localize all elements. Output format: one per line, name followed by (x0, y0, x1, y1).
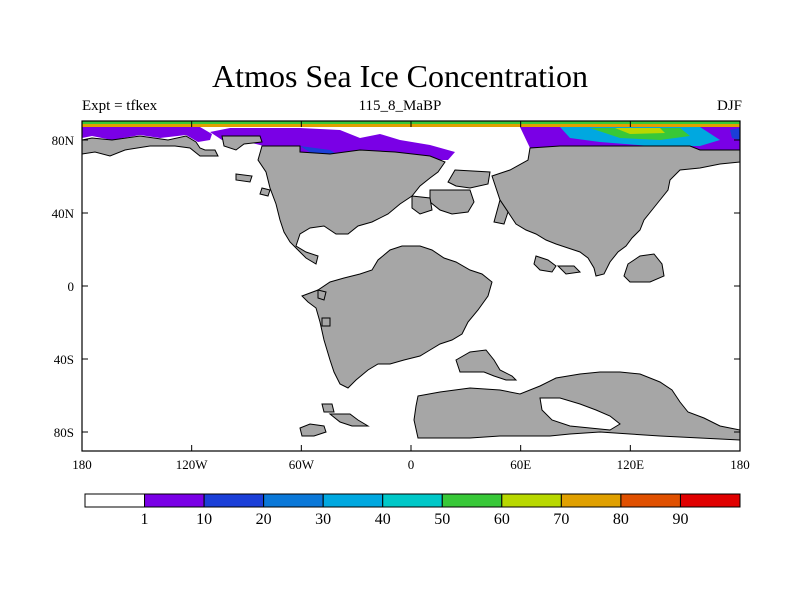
map-title: Atmos Sea Ice Concentration (212, 58, 588, 94)
colorbar-label: 50 (434, 511, 450, 528)
colorbar-swatch (679, 493, 741, 508)
colorbar-label: 10 (196, 511, 212, 528)
x-tick-label: 120E (617, 457, 645, 472)
x-axis: 180 120W 60W 0 60E 120E 180 (72, 121, 750, 472)
caribbean-islands (317, 289, 331, 327)
colorbar-swatch (560, 493, 622, 508)
colorbar-swatch (620, 493, 681, 508)
south-america (301, 245, 493, 389)
europe-main (429, 189, 475, 215)
y-axis: 80N 40N 0 40S 80S (52, 133, 740, 440)
colorbar: 1 10 20 30 40 50 60 70 80 90 (84, 493, 741, 528)
x-tick-label: 60E (510, 457, 531, 472)
y-tick-label: 80N (52, 133, 75, 148)
colorbar-label: 30 (315, 511, 331, 528)
india-subcontinent (533, 255, 582, 275)
y-tick-label: 40S (54, 352, 74, 367)
season-label: DJF (716, 98, 742, 114)
y-tick-label: 80S (54, 425, 74, 440)
north-america-main (257, 145, 446, 265)
small-islands-west (235, 173, 271, 197)
experiment-label: Expt = tfkex (82, 98, 158, 114)
colorbar-label: 70 (553, 511, 569, 528)
africa-west (493, 198, 509, 225)
southeast-asia (623, 253, 665, 283)
colorbar-label: 90 (672, 511, 688, 528)
x-tick-label: 120W (176, 457, 209, 472)
colorbar-swatch (144, 493, 205, 508)
colorbar-swatch (263, 493, 324, 508)
y-tick-label: 0 (68, 279, 75, 294)
x-tick-label: 60W (289, 457, 315, 472)
colorbar-label: 20 (256, 511, 272, 528)
antarctica-fragment (299, 403, 370, 437)
colorbar-swatch (84, 493, 146, 508)
y-tick-label: 40N (52, 206, 75, 221)
greenland-arctic (221, 135, 263, 151)
europe-north (447, 169, 491, 189)
colorbar-swatch (441, 493, 503, 508)
x-tick-label: 0 (408, 457, 415, 472)
colorbar-swatch (322, 493, 384, 508)
colorbar-swatch (501, 493, 562, 508)
colorbar-swatch (203, 493, 265, 508)
colorbar-swatch (382, 493, 443, 508)
colorbar-label: 1 (141, 511, 149, 528)
x-tick-label: 180 (72, 457, 92, 472)
colorbar-label: 40 (375, 511, 391, 528)
x-tick-label: 180 (730, 457, 750, 472)
period-label: 115_8_MaBP (358, 98, 442, 114)
colorbar-label: 60 (494, 511, 510, 528)
map-plot-area (81, 120, 741, 452)
colorbar-label: 80 (613, 511, 629, 528)
weddell-bay (539, 397, 621, 431)
north-america (82, 135, 219, 157)
antarctic-peninsula (455, 349, 518, 381)
north-atlantic-islands (411, 195, 433, 215)
africa-asia (491, 145, 740, 277)
